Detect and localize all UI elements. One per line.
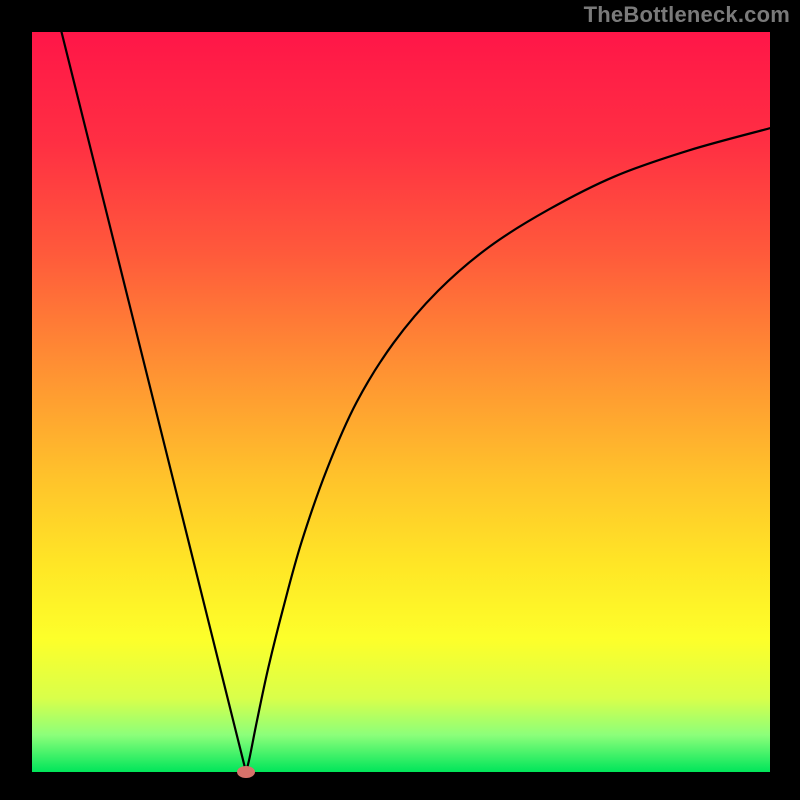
stage: TheBottleneck.com xyxy=(0,0,800,800)
chart-canvas xyxy=(0,0,800,800)
watermark-text: TheBottleneck.com xyxy=(584,2,790,28)
plot-background xyxy=(32,32,770,772)
minimum-marker xyxy=(237,766,255,778)
